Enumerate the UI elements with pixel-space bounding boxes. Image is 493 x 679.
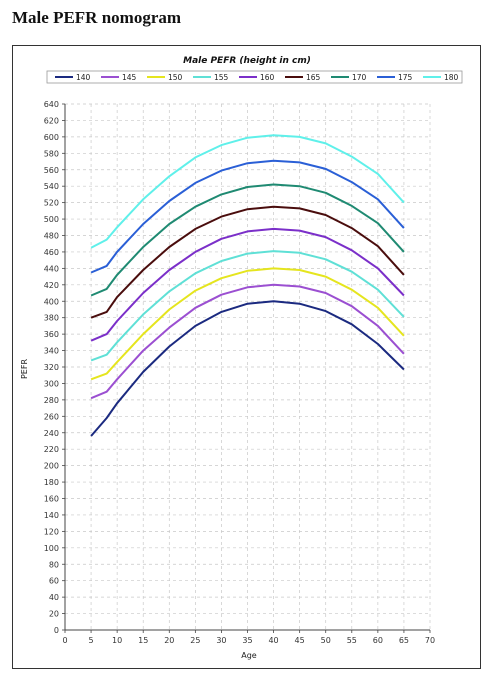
y-tick-label: 260 (44, 412, 59, 421)
y-tick-label: 380 (44, 314, 59, 323)
legend-label: 140 (76, 73, 91, 82)
y-tick-label: 520 (44, 199, 59, 208)
x-tick-label: 60 (373, 636, 383, 645)
y-tick-label: 460 (44, 248, 59, 257)
legend-label: 160 (260, 73, 275, 82)
y-tick-label: 360 (44, 330, 59, 339)
y-tick-label: 220 (44, 445, 59, 454)
legend: 140 145 150 155 160 165 170 175 180 (46, 70, 463, 84)
series-line-170 (90, 183, 405, 297)
x-tick-label: 25 (190, 636, 200, 645)
legend-label: 145 (122, 73, 137, 82)
series-line-150 (90, 267, 405, 381)
series-line-160 (90, 227, 405, 342)
series-line-145 (90, 283, 405, 400)
series-group (90, 134, 405, 437)
legend-label: 155 (214, 73, 229, 82)
y-tick-label: 400 (44, 297, 59, 306)
y-tick-label: 420 (44, 281, 59, 290)
y-tick-label: 560 (44, 166, 59, 175)
page-title: Male PEFR nomogram (12, 8, 182, 27)
x-tick-label: 65 (399, 636, 409, 645)
series-line-175 (90, 159, 405, 274)
y-tick-label: 180 (44, 478, 59, 487)
y-tick-label: 140 (44, 511, 59, 520)
y-tick-label: 80 (49, 560, 59, 569)
y-tick-label: 280 (44, 396, 59, 405)
series-line-165 (90, 205, 405, 319)
x-tick-label: 10 (112, 636, 122, 645)
legend-label: 170 (352, 73, 367, 82)
x-tick-label: 45 (295, 636, 305, 645)
y-tick-label: 0 (54, 626, 59, 635)
series-line-140 (90, 300, 405, 437)
y-tick-label: 120 (44, 527, 59, 536)
series-line-155 (90, 250, 405, 362)
y-tick-label: 40 (49, 593, 59, 602)
x-tick-label: 50 (321, 636, 331, 645)
x-axis-title: Age (241, 651, 257, 660)
y-tick-label: 100 (44, 544, 59, 553)
y-tick-label: 540 (44, 182, 59, 191)
y-tick-label: 160 (44, 495, 59, 504)
chart-title: Male PEFR (height in cm) (183, 56, 311, 66)
legend-label: 180 (444, 73, 459, 82)
y-tick-label: 640 (44, 100, 59, 109)
chart-frame: Male PEFR (height in cm) 140 145 150 155 160… (12, 45, 481, 669)
legend-label: 150 (168, 73, 183, 82)
legend-label: 165 (306, 73, 321, 82)
x-tick-label: 15 (138, 636, 148, 645)
y-tick-label: 580 (44, 149, 59, 158)
series-line-180 (90, 134, 405, 249)
x-tick-label: 55 (347, 636, 357, 645)
y-tick-label: 240 (44, 429, 59, 438)
pefr-chart: Male PEFR (height in cm) 140 145 150 155 160… (20, 56, 463, 660)
y-tick-label: 340 (44, 347, 59, 356)
x-tick-label: 5 (89, 636, 94, 645)
x-tick-label: 40 (268, 636, 278, 645)
y-tick-label: 500 (44, 215, 59, 224)
y-tick-label: 620 (44, 116, 59, 125)
x-tick-label: 20 (164, 636, 174, 645)
grid (65, 103, 431, 630)
x-tick-label: 30 (216, 636, 226, 645)
legend-label: 175 (398, 73, 413, 82)
axes: 0204060801001201401601802002202402602803… (44, 100, 435, 645)
y-tick-label: 60 (49, 577, 59, 586)
y-tick-label: 320 (44, 363, 59, 372)
y-tick-label: 300 (44, 379, 59, 388)
y-axis-title: PEFR (20, 359, 29, 379)
y-tick-label: 20 (49, 610, 59, 619)
y-tick-label: 480 (44, 232, 59, 241)
x-tick-label: 70 (425, 636, 435, 645)
x-tick-label: 0 (62, 636, 67, 645)
x-tick-label: 35 (242, 636, 252, 645)
y-tick-label: 440 (44, 264, 59, 273)
y-tick-label: 600 (44, 133, 59, 142)
y-tick-label: 200 (44, 462, 59, 471)
